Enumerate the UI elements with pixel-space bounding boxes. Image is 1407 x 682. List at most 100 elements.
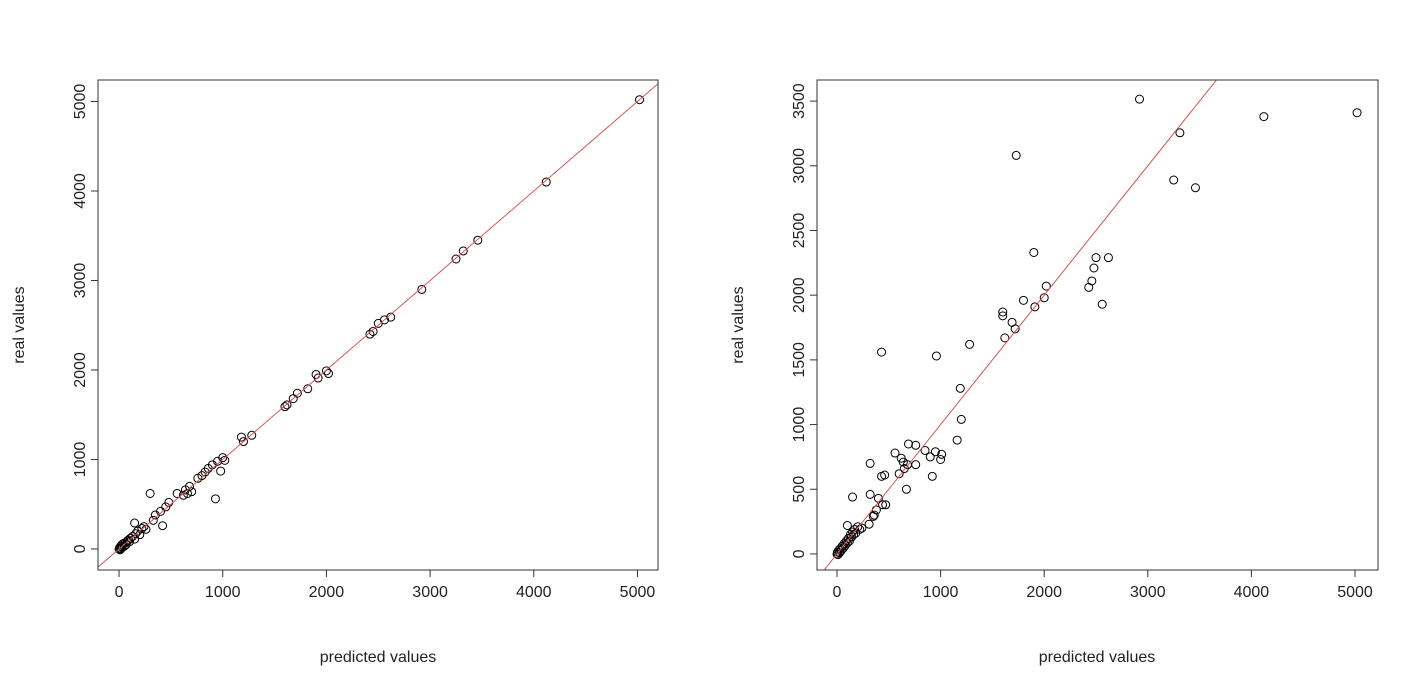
x-tick-label: 1000 — [205, 584, 241, 601]
x-axis-label: predicted values — [1039, 649, 1156, 666]
data-point — [1091, 253, 1101, 263]
data-point — [210, 494, 220, 504]
y-tick-label: 3000 — [72, 263, 89, 299]
data-point — [878, 500, 888, 510]
data-point — [936, 455, 946, 465]
x-tick-label: 4000 — [516, 584, 552, 601]
data-point — [849, 530, 859, 540]
data-point — [998, 311, 1008, 321]
data-point — [417, 284, 427, 294]
y-tick-label: 1000 — [791, 407, 808, 443]
y-axis-label: real values — [11, 286, 28, 363]
data-point — [1087, 276, 1097, 286]
data-point — [1175, 128, 1185, 138]
data-point — [1135, 94, 1145, 104]
y-tick-label: 2500 — [791, 213, 808, 249]
data-point — [185, 481, 195, 491]
data-point — [1103, 253, 1113, 263]
data-point — [869, 510, 879, 520]
y-tick-label: 0 — [791, 549, 808, 558]
data-point — [282, 400, 292, 410]
y-tick-label: 0 — [72, 544, 89, 553]
data-point — [139, 522, 149, 532]
data-point — [148, 515, 158, 525]
data-point — [1259, 112, 1269, 122]
data-point — [880, 470, 890, 480]
data-point — [853, 522, 863, 532]
data-point — [124, 537, 134, 547]
y-tick-label: 500 — [791, 476, 808, 503]
data-point — [236, 432, 246, 442]
data-point — [365, 329, 375, 339]
data-point — [218, 453, 228, 463]
x-tick-label: 5000 — [1337, 584, 1373, 601]
data-point — [313, 373, 323, 383]
data-point — [927, 471, 937, 481]
data-point — [247, 430, 257, 440]
data-point — [881, 500, 891, 510]
x-tick-label: 2000 — [309, 584, 345, 601]
y-tick-label: 2000 — [791, 277, 808, 313]
data-point — [955, 383, 965, 393]
data-point — [1039, 293, 1049, 303]
plot-frame — [97, 79, 659, 571]
data-point — [187, 487, 197, 497]
data-point — [901, 484, 911, 494]
data-point — [1029, 247, 1039, 257]
data-point — [1169, 175, 1179, 185]
data-point — [156, 506, 166, 516]
x-tick-label: 2000 — [1026, 584, 1062, 601]
data-point — [850, 524, 860, 534]
y-tick-label: 3000 — [791, 148, 808, 184]
data-point — [1089, 263, 1099, 273]
data-point — [137, 523, 147, 533]
data-point — [925, 452, 935, 462]
data-point — [920, 445, 930, 455]
data-point — [1000, 333, 1010, 343]
x-tick-label: 0 — [115, 584, 124, 601]
data-point — [368, 326, 378, 336]
data-point — [877, 347, 887, 357]
data-point — [864, 519, 874, 529]
data-point — [894, 469, 904, 479]
right-scatter-panel: predicted values real values 0 1000 2000 30… — [730, 79, 1379, 666]
data-point — [635, 95, 645, 105]
x-tick-label: 3000 — [412, 584, 448, 601]
data-point — [865, 458, 875, 468]
data-point — [965, 339, 975, 349]
data-point — [1011, 150, 1021, 160]
data-point — [952, 435, 962, 445]
data-point — [451, 254, 461, 264]
data-point — [1018, 295, 1028, 305]
left-scatter-panel: predicted values real values 0 1000 2000 30… — [11, 79, 659, 666]
x-tick-label: 3000 — [1130, 584, 1166, 601]
data-point — [956, 414, 966, 424]
data-point — [130, 518, 140, 528]
plot-frame — [816, 79, 1379, 571]
data-point — [865, 489, 875, 499]
data-point — [220, 455, 230, 465]
data-point — [145, 488, 155, 498]
data-point — [903, 439, 913, 449]
y-tick-label: 5000 — [72, 84, 89, 120]
data-point — [161, 502, 171, 512]
data-point — [937, 449, 947, 459]
y-tick-label: 4000 — [72, 173, 89, 209]
data-point — [842, 538, 852, 548]
data-point — [121, 539, 131, 549]
y-tick-label: 1500 — [791, 342, 808, 378]
y-axis-label: real values — [730, 286, 747, 363]
data-point — [1030, 302, 1040, 312]
data-point — [321, 366, 331, 376]
data-point — [292, 388, 302, 398]
data-point — [119, 541, 129, 551]
data-point — [238, 437, 248, 447]
x-tick-label: 1000 — [923, 584, 959, 601]
data-point — [848, 492, 858, 502]
reference-line — [823, 80, 1218, 570]
data-point — [172, 488, 182, 498]
data-point — [930, 447, 940, 457]
x-tick-label: 0 — [833, 584, 842, 601]
data-point — [1041, 281, 1051, 291]
